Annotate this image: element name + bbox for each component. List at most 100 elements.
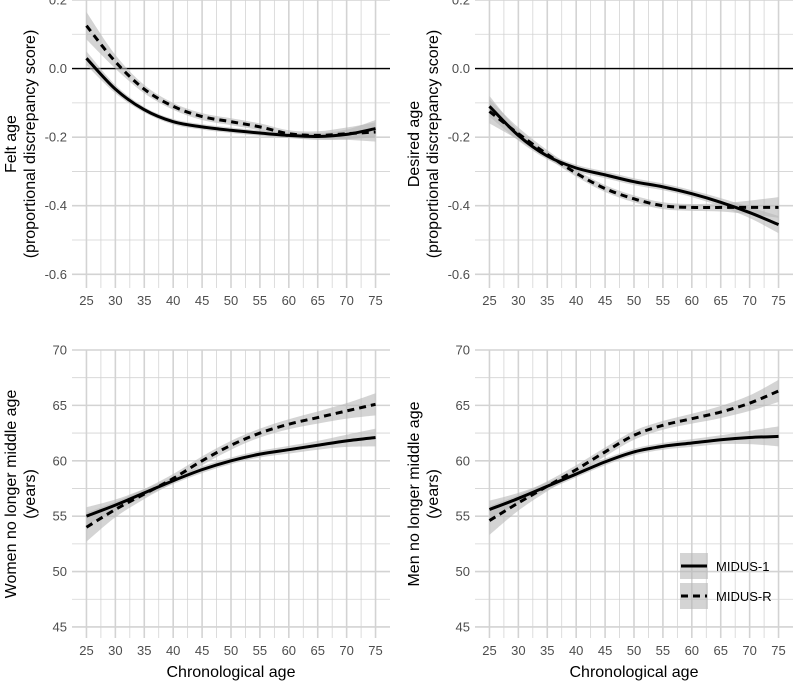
- y-tick-label: 50: [456, 564, 470, 579]
- x-tick-label: 50: [627, 643, 641, 658]
- y-tick-label: 45: [53, 619, 67, 634]
- x-tick-label: 45: [195, 643, 209, 658]
- panel-men-middle-age: 25 30 35 40 45 50 55 60 65 70 75 45 50 55 60 65 70 Chrono…: [406, 343, 793, 681]
- x-tick-label: 25: [79, 643, 93, 658]
- y-tick-label: 50: [53, 564, 67, 579]
- ci-band-midus-r: [489, 99, 779, 218]
- x-tick-label: 55: [656, 643, 670, 658]
- y-axis-title: Felt age: [3, 115, 20, 173]
- x-tick-label: 40: [166, 643, 180, 658]
- x-tick-label: 65: [310, 293, 324, 308]
- y-tick-label: 55: [53, 509, 67, 524]
- x-tick-label: 60: [685, 293, 699, 308]
- y-tick-label: -0.2: [448, 130, 470, 145]
- x-tick-label: 55: [253, 643, 267, 658]
- x-tick-label: 65: [713, 643, 727, 658]
- x-tick-label: 25: [482, 293, 496, 308]
- legend: MIDUS-1 MIDUS-R: [680, 553, 772, 609]
- x-tick-label: 60: [685, 643, 699, 658]
- y-tick-label: 65: [456, 398, 470, 413]
- x-tick-label: 35: [540, 293, 554, 308]
- x-tick-label: 75: [368, 293, 382, 308]
- y-tick-label: 0.0: [452, 61, 470, 76]
- y-tick-label: 55: [456, 509, 470, 524]
- y-axis-title: (years): [425, 469, 442, 519]
- ci-band-midus-r: [86, 393, 376, 542]
- x-tick-label: 75: [368, 643, 382, 658]
- legend-label: MIDUS-1: [716, 559, 769, 574]
- ci-band-midus-r: [86, 12, 376, 142]
- y-tick-label: 0.2: [49, 0, 67, 8]
- x-axis-title: Chronological age: [570, 664, 699, 681]
- grid: [475, 0, 793, 288]
- x-tick-label: 50: [224, 293, 238, 308]
- x-tick-label: 75: [771, 643, 785, 658]
- x-tick-label: 50: [224, 643, 238, 658]
- y-tick-label: -0.2: [45, 130, 67, 145]
- ci-band-midus-1: [86, 428, 376, 526]
- series-line-midus-1: [488, 434, 779, 511]
- x-tick-label: 60: [282, 643, 296, 658]
- grid: [72, 349, 390, 638]
- x-tick-label: 65: [310, 643, 324, 658]
- series-line-midus-r: [85, 402, 376, 529]
- x-tick-label: 70: [742, 293, 756, 308]
- ci-band-midus-r: [489, 379, 779, 535]
- x-tick-label: 35: [137, 293, 151, 308]
- y-tick-label: 0.2: [452, 0, 470, 8]
- y-tick-label: 0.0: [49, 61, 67, 76]
- series-line-midus-r: [488, 110, 779, 210]
- y-axis-title: Desired age: [406, 101, 423, 187]
- x-tick-label: 65: [713, 293, 727, 308]
- y-tick-label: -0.4: [45, 198, 67, 213]
- x-tick-label: 55: [253, 293, 267, 308]
- y-axis-title: (years): [22, 469, 39, 519]
- y-tick-label: -0.6: [45, 267, 67, 282]
- y-tick-label: -0.4: [448, 198, 470, 213]
- series-line-midus-1: [488, 105, 780, 226]
- x-tick-label: 75: [771, 293, 785, 308]
- x-tick-label: 25: [79, 293, 93, 308]
- x-tick-label: 25: [482, 643, 496, 658]
- x-tick-label: 50: [627, 293, 641, 308]
- y-tick-label: -0.6: [448, 267, 470, 282]
- x-tick-label: 40: [166, 293, 180, 308]
- panel-felt-age: 25 30 35 40 45 50 55 60 65 70 75 0.2 0.0 -0.2 -0.4 -0.6…: [3, 0, 390, 308]
- series-line-midus-r: [85, 24, 376, 137]
- grid: [72, 0, 390, 288]
- x-tick-label: 30: [108, 293, 122, 308]
- y-axis-title: Men no longer middle age: [406, 401, 423, 586]
- y-tick-label: 65: [53, 398, 67, 413]
- x-axis-title: Chronological age: [167, 664, 296, 681]
- x-tick-label: 35: [540, 643, 554, 658]
- y-tick-label: 45: [456, 619, 470, 634]
- x-tick-label: 55: [656, 293, 670, 308]
- x-tick-label: 40: [569, 643, 583, 658]
- x-tick-label: 45: [598, 643, 612, 658]
- series-line-midus-1: [85, 436, 376, 518]
- y-tick-label: 60: [53, 453, 67, 468]
- x-tick-label: 70: [742, 643, 756, 658]
- x-tick-label: 45: [195, 293, 209, 308]
- x-tick-label: 60: [282, 293, 296, 308]
- panel-desired-age: 25 30 35 40 45 50 55 60 65 70 75 0.2 0.0 -0.2 -0.4 -0.6…: [406, 0, 793, 308]
- series-line-midus-r: [488, 389, 780, 522]
- x-tick-label: 45: [598, 293, 612, 308]
- y-axis-title: (proportional discrepancy score): [22, 30, 39, 259]
- y-tick-label: 70: [53, 343, 67, 358]
- y-axis-title: Women no longer middle age: [3, 390, 20, 599]
- x-tick-label: 70: [339, 643, 353, 658]
- y-axis-title: (proportional discrepancy score): [425, 30, 442, 259]
- x-tick-label: 30: [511, 643, 525, 658]
- x-tick-label: 70: [339, 293, 353, 308]
- legend-label: MIDUS-R: [716, 589, 772, 604]
- y-tick-label: 60: [456, 453, 470, 468]
- x-tick-label: 40: [569, 293, 583, 308]
- x-tick-label: 35: [137, 643, 151, 658]
- ci-band-midus-1: [489, 426, 779, 519]
- y-tick-label: 70: [456, 343, 470, 358]
- x-tick-label: 30: [511, 293, 525, 308]
- panel-women-middle-age: 25 30 35 40 45 50 55 60 65 70 75 45 50 55 60 65 70 Chrono…: [3, 343, 390, 681]
- x-tick-label: 30: [108, 643, 122, 658]
